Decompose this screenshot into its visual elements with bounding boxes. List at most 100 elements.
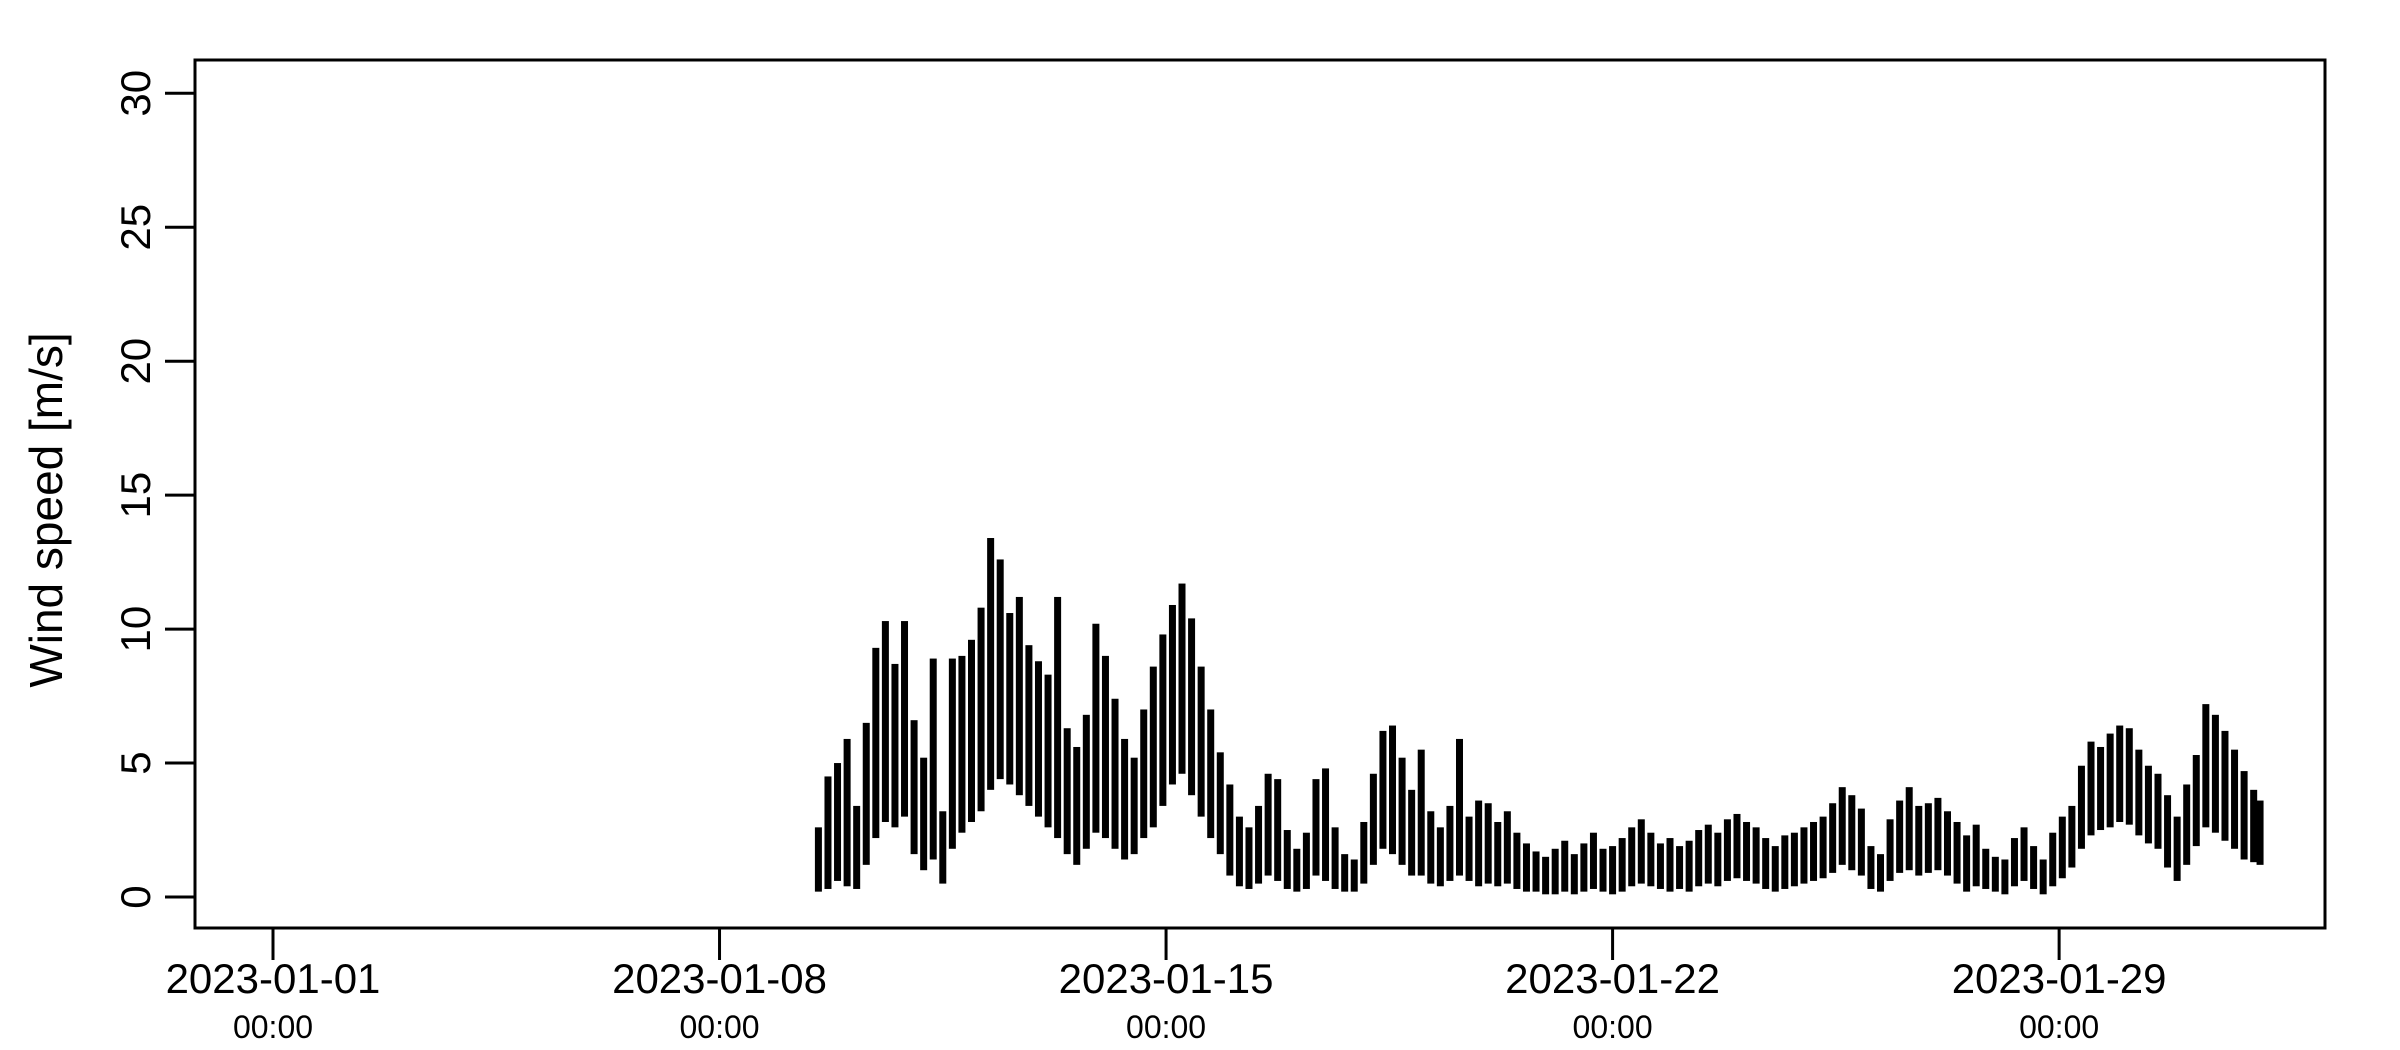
data-bar [814,827,822,892]
data-bar [2250,789,2258,863]
data-bar [1188,618,1196,796]
data-bar [2221,730,2229,841]
data-bar [1073,746,1081,865]
data-bar [1589,832,1597,889]
data-bar [1484,803,1492,884]
wind-speed-series [814,538,2264,895]
data-bar [1101,655,1109,839]
data-bar [1522,843,1530,892]
data-bar [1130,757,1138,855]
data-bar [2211,714,2219,833]
data-bar [996,559,1004,780]
data-bar [1302,832,1310,889]
data-bar [1025,645,1033,806]
data-bar [1389,725,1397,855]
data-bar [1494,821,1502,887]
data-bar [1216,752,1224,855]
data-bar [853,805,861,889]
data-bar [2154,773,2162,849]
x-tick-time-label: 00:00 [679,1009,759,1045]
data-bar [1896,800,1904,873]
data-bar [1915,805,1923,876]
data-bar [1972,824,1980,887]
data-bar [1360,821,1368,884]
data-bar [2231,749,2239,849]
data-bar [1561,840,1569,892]
data-bar [1379,730,1387,849]
data-bar [1637,819,1645,884]
data-bar [910,720,918,855]
data-bar [1762,838,1770,889]
data-bar [881,621,889,822]
data-bar [1953,821,1961,884]
data-bar [1580,843,1588,892]
data-bar [1015,596,1023,796]
data-bar [1838,787,1846,865]
data-bar [2077,765,2085,849]
data-bar [1800,827,1808,884]
data-bar [1991,856,1999,892]
data-bar [1350,859,1358,892]
data-bar [1532,851,1540,892]
data-bar [1877,854,1885,892]
data-bar [2144,765,2152,844]
data-bar [1886,819,1894,881]
data-bar [2256,800,2264,865]
x-tick-date-label: 2023-01-08 [612,955,827,1002]
data-bar [1283,830,1291,889]
x-axis-ticks: 2023-01-01 00:00 2023-01-08 00:00 2023-01-15… [166,928,2167,1045]
data-bar [2020,827,2028,881]
data-bar [901,621,909,817]
data-bar [834,763,842,881]
data-bar [2202,704,2210,828]
y-tick-label: 25 [112,204,159,251]
data-bar [1207,709,1215,839]
data-bar [2106,733,2114,828]
data-bar [1714,832,1722,887]
x-tick-time-label: 00:00 [1573,1009,1653,1045]
data-bar [2030,846,2038,889]
data-bar [872,647,880,839]
data-bar [1829,803,1837,873]
data-bar [1331,827,1339,889]
data-bar [1790,832,1798,887]
data-bar [1455,738,1463,876]
data-bar [1819,816,1827,879]
data-bar [1121,738,1129,860]
data-bar [1733,813,1741,879]
data-bar [862,722,870,865]
data-bar [2087,741,2095,836]
data-bar [1044,674,1052,828]
data-bar [843,738,851,887]
data-bar [1111,698,1119,849]
data-bar [920,757,928,871]
data-bar [1092,623,1100,833]
data-bar [1312,779,1320,876]
data-bar [1934,797,1942,871]
x-tick-date-label: 2023-01-15 [1059,955,1274,1002]
data-bar [2049,832,2057,887]
data-bar [977,607,985,812]
data-bar [1963,835,1971,892]
data-bar [2116,725,2124,822]
data-bar [1475,800,1483,887]
data-bar [929,658,937,860]
data-bar [2125,728,2133,825]
data-bar [1676,846,1684,889]
data-bar [1140,709,1148,839]
data-bar [1982,848,1990,889]
data-bar [1609,846,1617,895]
x-tick-date-label: 2023-01-29 [1952,955,2167,1002]
data-bar [2010,838,2018,887]
data-bar [1666,838,1674,892]
data-bar [1408,789,1416,876]
data-bar [1924,803,1932,873]
data-bar [1743,821,1751,881]
data-bar [1274,779,1282,881]
data-bar [1245,827,1253,889]
data-bar [1685,840,1693,892]
data-bar [2001,859,2009,895]
data-bar [1159,634,1167,806]
data-bar [2039,859,2047,895]
